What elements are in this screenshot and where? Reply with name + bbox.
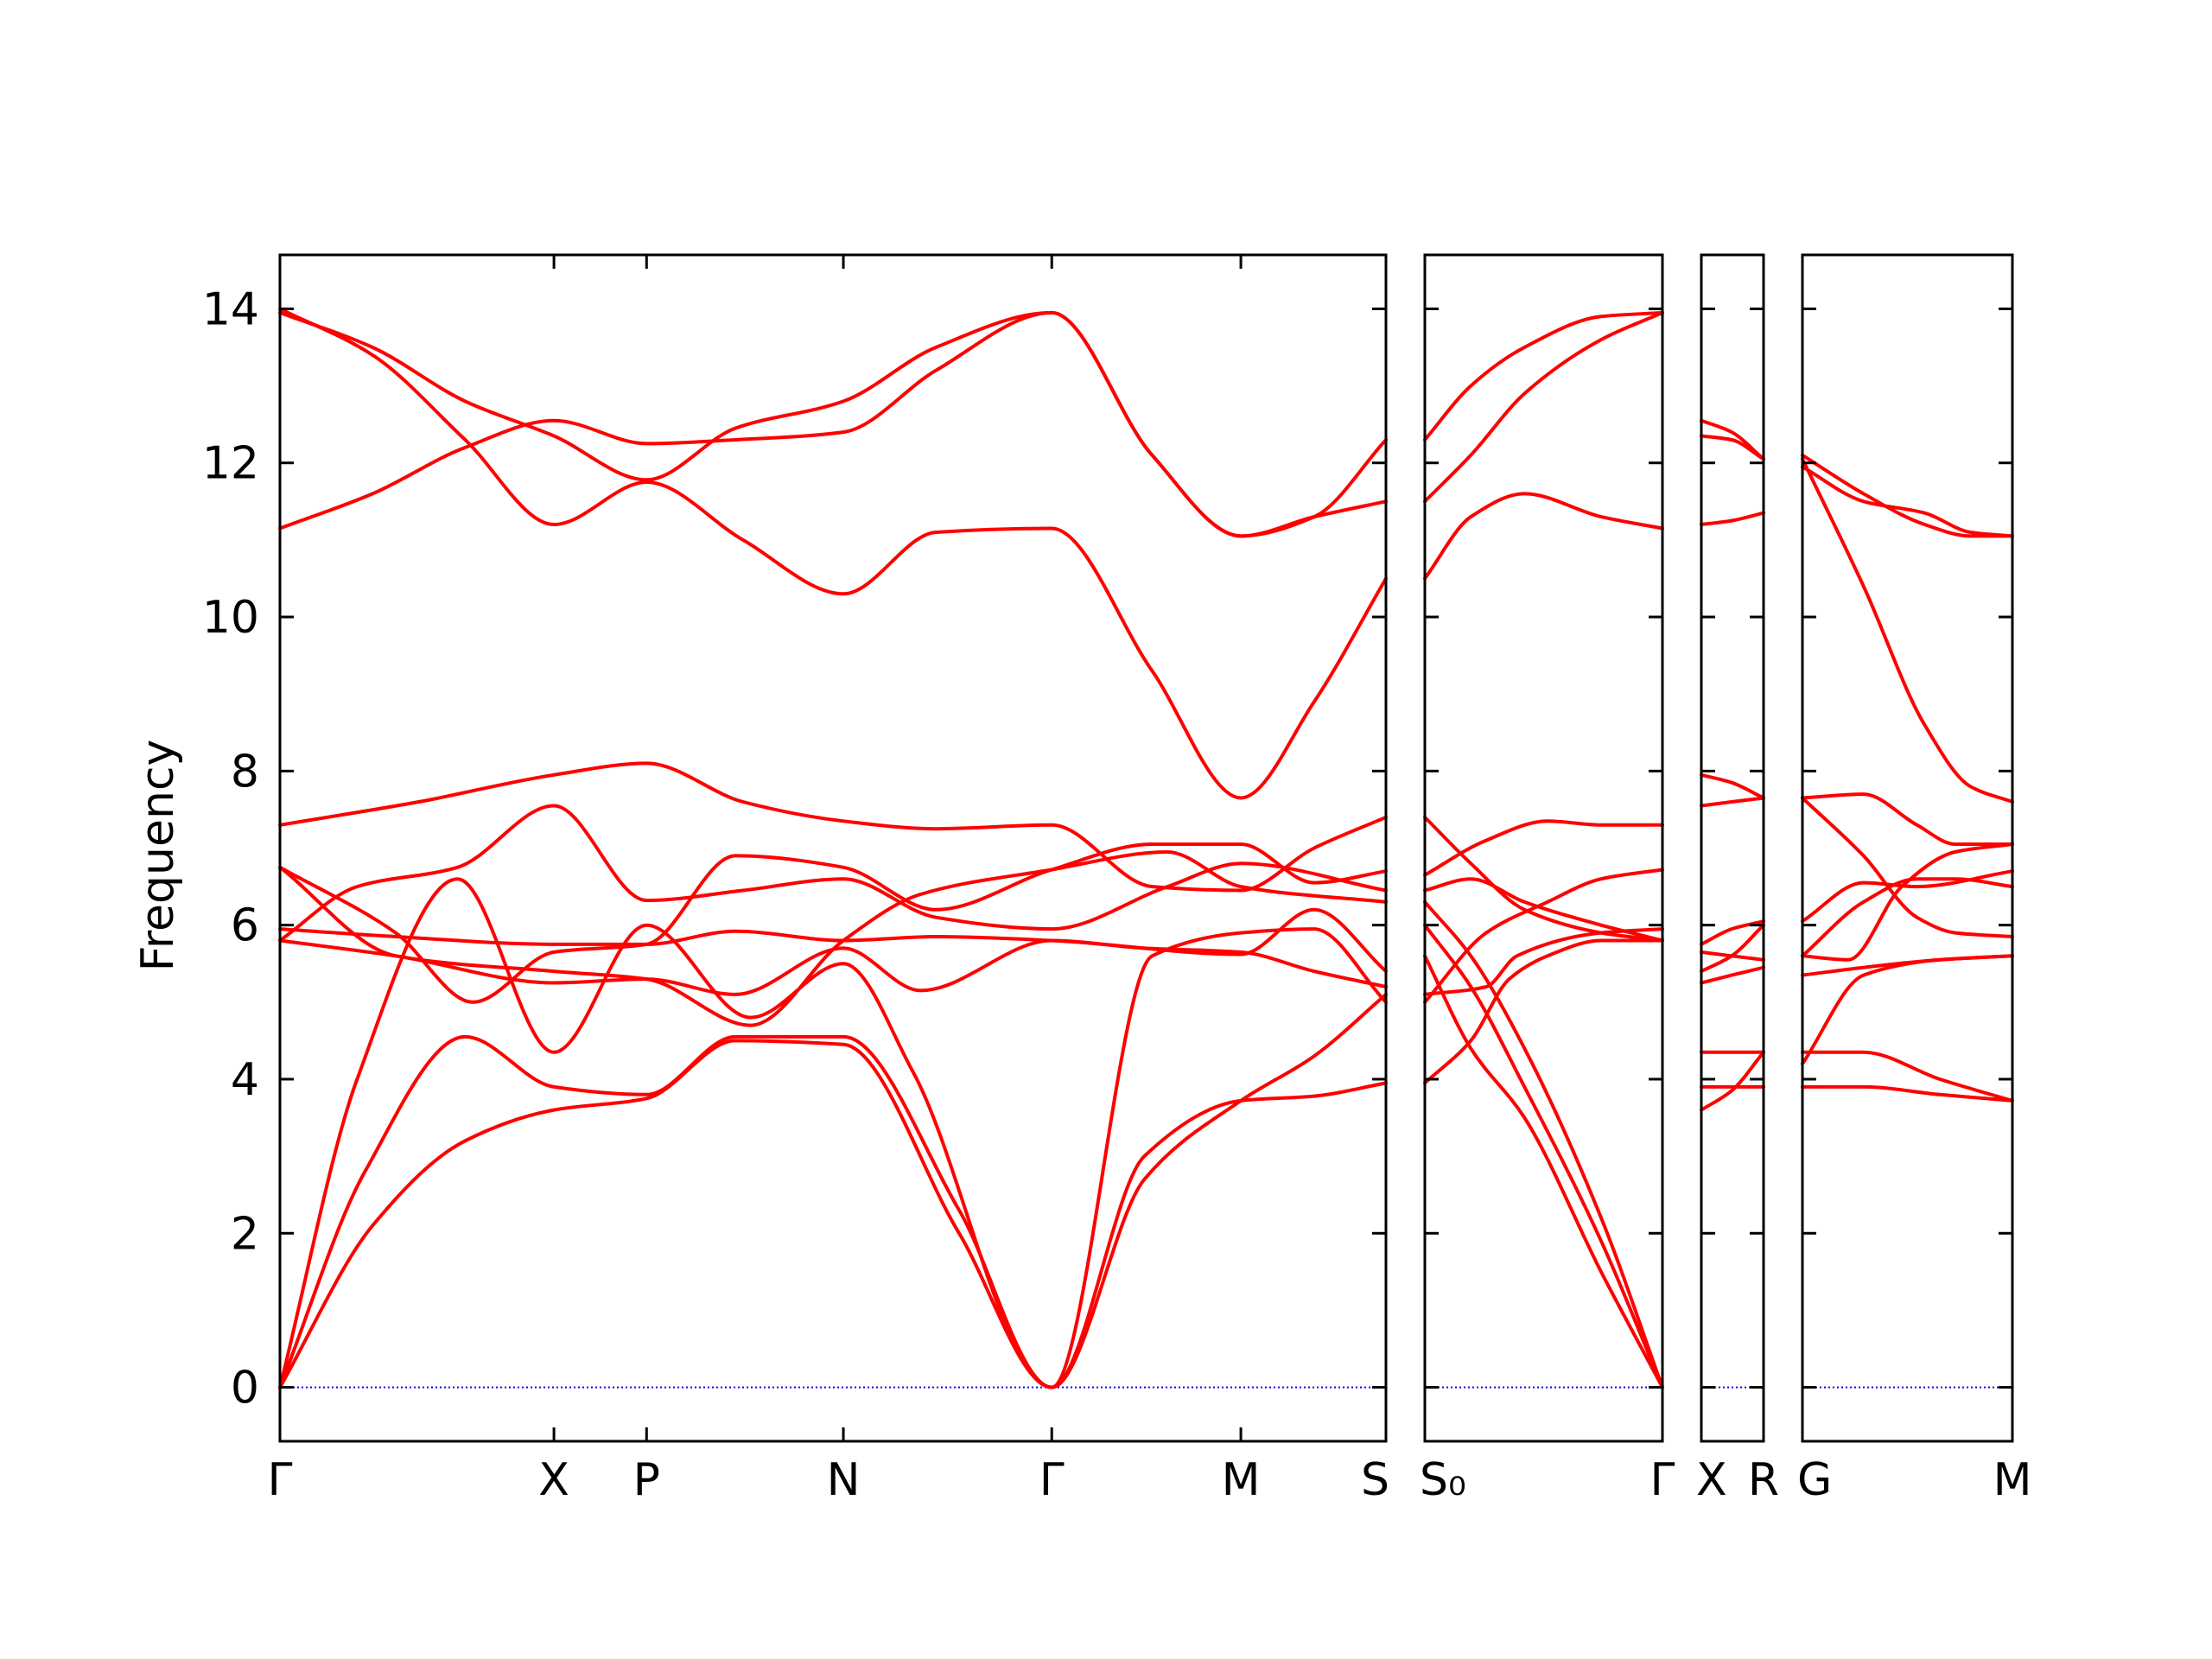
x-tick-label: M (1222, 1454, 1261, 1506)
band-line (278, 1039, 1388, 1389)
y-tick-label: 12 (202, 438, 259, 490)
band-line (1423, 877, 1664, 943)
band-line (1801, 877, 2014, 958)
y-tick-label: 6 (231, 900, 259, 952)
band-line (1700, 1050, 1765, 1112)
band-line (1423, 310, 1664, 504)
x-tick-label: R (1748, 1454, 1779, 1506)
band-line (1423, 868, 1664, 1004)
y-tick-label: 2 (231, 1208, 259, 1260)
band-line (1801, 457, 2014, 804)
band-line (1423, 927, 1664, 996)
band-line (1700, 965, 1765, 985)
band-line (1700, 772, 1765, 800)
band-line (1700, 923, 1765, 974)
band-line (1801, 453, 2014, 538)
x-tick-label: P (633, 1454, 660, 1506)
band-line (1700, 950, 1765, 962)
y-tick-label: 8 (231, 746, 259, 798)
band-line (1423, 492, 1664, 581)
band-line (1801, 465, 2014, 538)
band-line (278, 850, 1388, 1027)
x-tick-label: M (1993, 1454, 2032, 1506)
band-line (278, 804, 1388, 943)
band-line (1423, 899, 1664, 1389)
band-line (278, 992, 1388, 1389)
band-line (278, 761, 1388, 893)
panel-frame (1801, 253, 2014, 1443)
x-tick-label: X (538, 1454, 569, 1506)
band-line (1700, 796, 1765, 808)
band-line (1423, 954, 1664, 1389)
y-tick-label: 14 (202, 283, 259, 335)
band-line (1700, 418, 1765, 461)
band-line (1801, 954, 2014, 977)
band-line (1801, 1050, 2014, 1103)
band-line (1700, 511, 1765, 526)
x-tick-label: S₀ (1420, 1454, 1466, 1506)
x-tick-label: X (1696, 1454, 1727, 1506)
x-tick-label: G (1797, 1454, 1832, 1506)
band-line (1801, 869, 2014, 924)
band-line (278, 310, 1388, 538)
band-line (1700, 434, 1765, 461)
band-line (1801, 1084, 2014, 1103)
band-line (1423, 310, 1664, 442)
panel-frame (278, 253, 1388, 1443)
band-line (1423, 815, 1664, 943)
x-tick-label: Γ (1650, 1454, 1675, 1506)
band-line (278, 938, 1388, 996)
band-line (1423, 938, 1664, 1085)
y-tick-label: 10 (202, 592, 259, 644)
y-tick-label: 4 (231, 1054, 259, 1106)
band-line (1801, 842, 2014, 962)
band-line (278, 877, 1388, 1389)
band-line (1700, 919, 1765, 946)
x-tick-label: S (1361, 1454, 1389, 1506)
x-tick-label: N (827, 1454, 861, 1506)
x-tick-label: Γ (268, 1454, 293, 1506)
panel-frame (1423, 253, 1664, 1443)
band-line (1423, 923, 1664, 1389)
panel-frame (1700, 253, 1765, 1443)
band-line (1423, 819, 1664, 877)
y-tick-label: 0 (231, 1363, 259, 1414)
y-axis-label: Frequency (132, 740, 184, 972)
x-tick-label: Γ (1039, 1454, 1065, 1506)
band-line (1801, 792, 2014, 847)
band-line (278, 310, 1388, 538)
band-line (1801, 796, 2014, 938)
band-line (278, 307, 1388, 800)
band-line (278, 842, 1388, 1004)
